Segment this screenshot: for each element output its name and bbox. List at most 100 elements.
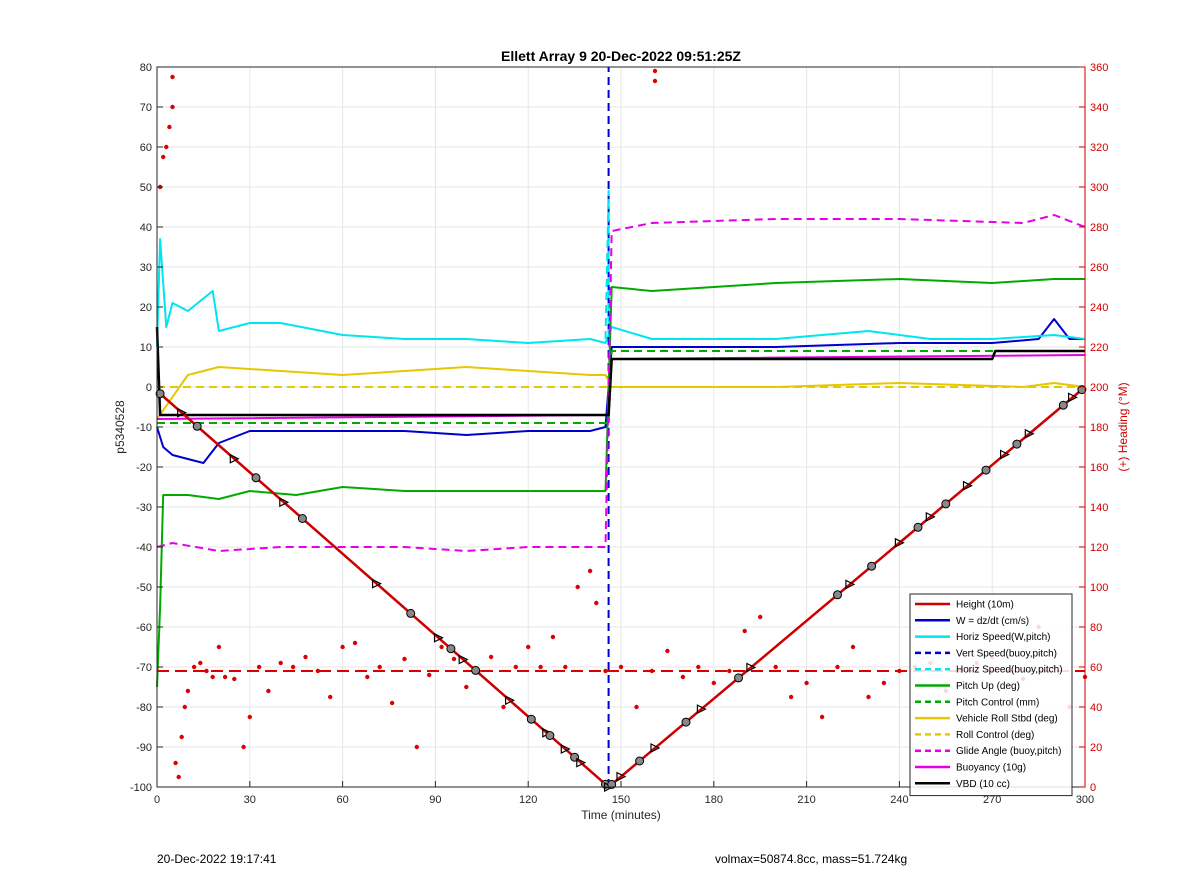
heading-point	[464, 684, 469, 690]
series-w	[156, 318, 1085, 464]
x-tick-label: 240	[890, 794, 908, 806]
y-right-tick-label: 300	[1090, 182, 1108, 194]
y-left-tick-label: 20	[140, 302, 152, 314]
heading-point	[881, 680, 887, 686]
heading-point	[804, 680, 809, 686]
height-marker	[962, 480, 973, 491]
x-tick-label: 270	[983, 794, 1001, 806]
height-marker	[155, 389, 165, 399]
height-marker	[734, 673, 743, 683]
height-marker	[925, 511, 936, 522]
height-marker	[894, 537, 905, 548]
heading-point	[170, 74, 175, 80]
height-marker	[913, 522, 923, 532]
heading-point	[278, 660, 283, 666]
y-right-tick-label: 100	[1090, 582, 1108, 594]
heading-point	[173, 760, 178, 766]
y-left-tick-label: -40	[136, 542, 152, 554]
legend-label: Vert Speed(buoy,pitch)	[956, 648, 1057, 659]
y-left-tick-label: 70	[140, 102, 152, 114]
y-right-tick-label: 180	[1090, 422, 1108, 434]
series-vbd	[155, 326, 1085, 417]
heading-point	[365, 674, 370, 680]
legend-label: Horiz Speed(W,pitch)	[956, 632, 1050, 643]
height-marker	[833, 590, 842, 600]
heading-point	[550, 634, 556, 640]
heading-point	[216, 644, 222, 650]
y-left-tick-label: 30	[140, 262, 152, 274]
x-tick-label: 180	[705, 794, 723, 806]
series-horiz-speed-w	[156, 238, 1086, 348]
height-marker	[941, 499, 951, 509]
x-axis-label: Time (minutes)	[581, 808, 661, 822]
heading-point	[526, 644, 531, 650]
legend-label: Glide Angle (buoy,pitch)	[956, 746, 1061, 757]
y-right-tick-label: 340	[1090, 102, 1108, 114]
heading-point	[256, 664, 262, 670]
heading-layer	[157, 68, 1088, 780]
y-left-tick-label: -20	[136, 462, 152, 474]
heading-point	[594, 600, 599, 606]
y-left-tick-label: 10	[140, 342, 152, 354]
heading-point	[538, 664, 543, 670]
height-marker	[1024, 428, 1035, 439]
heading-point	[587, 568, 593, 574]
y-left-tick-label: -80	[136, 702, 152, 714]
y-left-tick-label: -90	[136, 742, 152, 754]
heading-point	[167, 124, 172, 130]
y-axis-right-label: (+) Heading (°M)	[1116, 382, 1130, 471]
height-marker	[1012, 439, 1022, 449]
x-tick-label: 0	[154, 794, 160, 806]
height-marker	[845, 579, 856, 590]
height-marker	[433, 632, 444, 643]
heading-point	[727, 668, 732, 674]
y-left-tick-label: -60	[136, 622, 152, 634]
y-right-tick-label: 40	[1090, 702, 1102, 714]
heading-point	[665, 648, 670, 654]
legend-label: Pitch Control (mm)	[956, 697, 1039, 708]
height-marker	[251, 473, 261, 483]
heading-point	[575, 584, 580, 590]
heading-point	[191, 664, 197, 670]
y-left-tick-label: 0	[146, 382, 152, 394]
y-right-tick-label: 120	[1090, 542, 1108, 554]
heading-point	[513, 664, 518, 670]
legend-label: Vehicle Roll Stbd (deg)	[956, 714, 1058, 725]
heading-point	[742, 628, 747, 634]
y-right-tick-label: 220	[1090, 342, 1108, 354]
height-marker	[279, 497, 290, 508]
heading-point	[773, 664, 778, 670]
legend-label: Roll Control (deg)	[956, 730, 1034, 741]
y-right-tick-label: 140	[1090, 502, 1108, 514]
y-left-tick-label: -50	[136, 582, 152, 594]
height-marker	[526, 714, 536, 724]
heading-point	[451, 656, 457, 662]
heading-point	[182, 704, 187, 710]
height-marker	[576, 757, 587, 768]
height-marker	[471, 665, 481, 675]
heading-point	[696, 664, 701, 670]
x-tick-label: 90	[429, 794, 441, 806]
y-left-tick-label: -70	[136, 662, 152, 674]
height-marker	[372, 578, 382, 589]
heading-point	[501, 704, 506, 710]
y-right-tick-label: 20	[1090, 742, 1102, 754]
heading-point	[290, 664, 296, 670]
legend-box	[909, 593, 1073, 797]
height-marker	[446, 644, 456, 654]
footer-timestamp: 20-Dec-2022 19:17:41	[157, 852, 277, 866]
height-marker	[650, 743, 661, 753]
y-right-tick-label: 160	[1090, 462, 1108, 474]
x-tick-label: 150	[612, 794, 630, 806]
heading-point	[563, 664, 568, 670]
legend: Height (10m) W = dz/dt (cm/s) Horiz Speed(…	[909, 593, 1073, 797]
height-marker	[746, 662, 757, 673]
y-left-tick-label: 80	[140, 62, 152, 74]
heading-point	[210, 674, 215, 680]
height-marker	[192, 421, 202, 431]
y-right-tick-label: 0	[1090, 782, 1096, 794]
marker-layer	[155, 385, 1087, 792]
heading-point	[328, 694, 333, 700]
heading-point	[414, 744, 419, 750]
